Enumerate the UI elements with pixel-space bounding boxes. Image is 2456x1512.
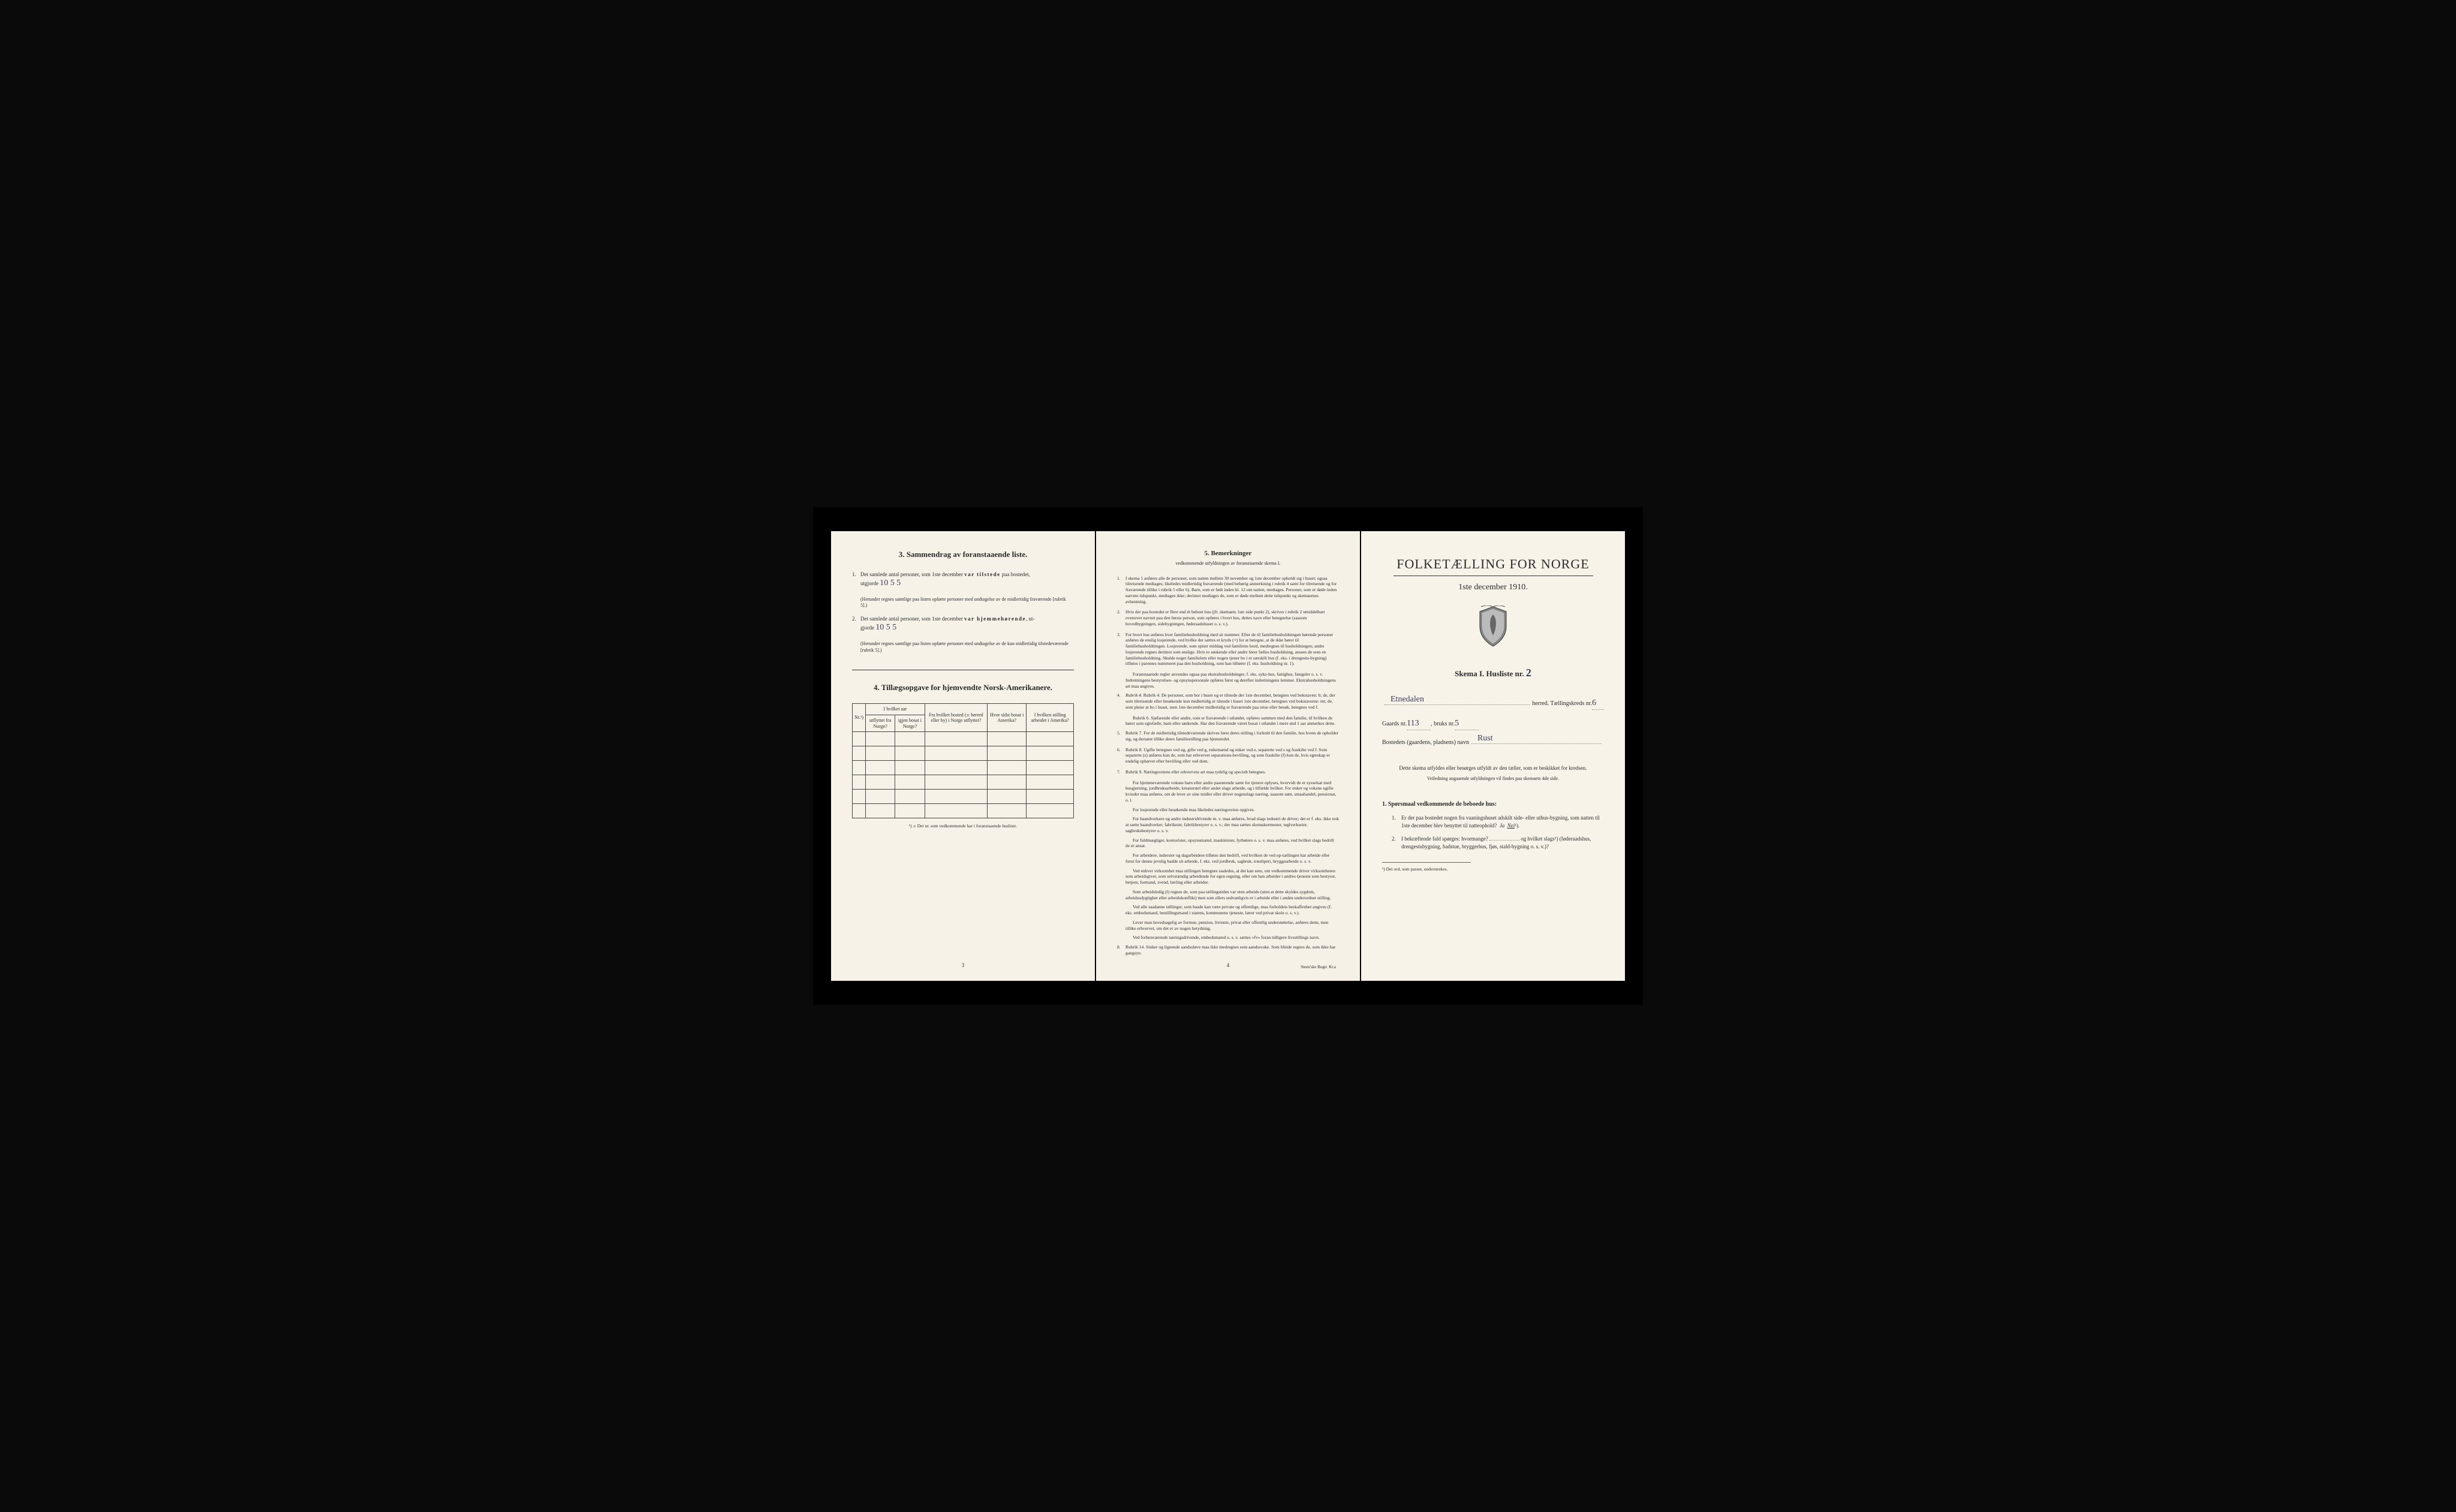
col-from: Fra hvilket bosted (ɔ: herred eller by) … — [925, 704, 987, 732]
hjemmehorende-count: 10 5 5 — [875, 622, 896, 634]
summary-item-1: 1. Det samlede antal personer, som 1ste … — [852, 571, 1074, 589]
bosted-line: Bostedets (gaardens, pladsens) navn Rust — [1382, 739, 1604, 747]
herred-line: Etnedalen herred. Tællingskreds nr. 6 — [1382, 698, 1604, 710]
table-footnote: ¹) ɔ: Det nr. som vedkommende har i fora… — [852, 823, 1074, 829]
printer-mark: Steen'ske Bogtr. Kr.a — [1301, 965, 1336, 970]
remarks-subtitle: vedkommende utfyldningen av foranstaaend… — [1117, 561, 1339, 567]
remark-7-sub: For haandverkere og andre industridriven… — [1125, 816, 1339, 833]
remark-1: 1. I skema 1 anføres alle de personer, s… — [1117, 576, 1339, 605]
remark-7-sub: Som arbeidsledig (l) regnes de, som paa … — [1125, 889, 1339, 901]
remark-7-sub: Ved alle saadanne stillinger, som baade … — [1125, 904, 1339, 916]
herred-name: Etnedalen — [1390, 694, 1424, 706]
page-1-cover: FOLKETÆLLING FOR NORGE 1ste december 191… — [1361, 531, 1625, 981]
census-title: FOLKETÆLLING FOR NORGE — [1382, 555, 1604, 573]
section-4-title: 4. Tillægsopgave for hjemvendte Norsk-Am… — [852, 682, 1074, 693]
questions-title: 1. Spørsmaal vedkommende de beboede hus: — [1382, 800, 1604, 809]
husliste-nr: 2 — [1526, 665, 1531, 680]
page-4: 5. Bemerkninger vedkommende utfyldningen… — [1096, 531, 1360, 981]
table-row — [853, 761, 1074, 775]
kreds-nr: 6 — [1592, 698, 1596, 709]
table-row — [853, 732, 1074, 746]
census-date: 1ste december 1910. — [1382, 582, 1604, 594]
remark-3: 3. For hvert hus anføres hver familiehus… — [1117, 632, 1339, 667]
question-1: 1. Er der paa bostedet nogen fra vaaning… — [1392, 814, 1604, 829]
remark-4-sub: Rubrik 6. Sjøfarende eller andre, som er… — [1125, 715, 1339, 727]
page-number: 4 — [1227, 962, 1230, 969]
table-row — [853, 790, 1074, 804]
remark-4: 4. Rubrik 4. Rubrik 4. De personer, som … — [1117, 692, 1339, 710]
col-where: Hvor sidst bosat i Amerika? — [988, 704, 1027, 732]
page-number: 3 — [962, 962, 965, 969]
table-row — [853, 775, 1074, 790]
footnote: ¹) Det ord, som passer, understrekes. — [1382, 862, 1471, 872]
schema-line: Skema I. Husliste nr. 2 — [1382, 665, 1604, 680]
remark-6: 6. Rubrik 8. Ugifte betegnes ved ug, gif… — [1117, 747, 1339, 764]
summary-item-2: 2. Det samlede antal personer, som 1ste … — [852, 615, 1074, 634]
remark-2: 2. Hvis der paa bostedet er flere end ét… — [1117, 609, 1339, 627]
col-nr: Nr.¹) — [853, 704, 866, 732]
section-3-title: 3. Sammendrag av foranstaaende liste. — [852, 549, 1074, 560]
remark-5: 5. Rubrik 7. For de midlertidig tilstede… — [1117, 730, 1339, 742]
filler-note: Dette skema utfyldes eller besørges utfy… — [1382, 764, 1604, 772]
remark-7-sub: Ved forhenværende næringsdrivende, embed… — [1125, 935, 1339, 941]
remark-7-sub: For losjerende eller besøkende maa likel… — [1125, 807, 1339, 813]
col-year: I hvilket aar — [866, 704, 925, 715]
table-row — [853, 804, 1074, 818]
item2-note: (Herunder regnes samtlige paa listen opf… — [860, 641, 1074, 654]
answer-ja: Ja — [1500, 823, 1505, 829]
col-work: I hvilken stilling arbeidet i Amerika? — [1027, 704, 1074, 732]
guidance-note: Veiledning angaaende utfyldningen vil fi… — [1382, 776, 1604, 782]
gaards-nr: 113 — [1407, 718, 1419, 730]
remark-7-sub: For hjemmeværende voksne barn eller andr… — [1125, 780, 1339, 803]
supplement-table: Nr.¹) I hvilket aar Fra hvilket bosted (… — [852, 703, 1074, 818]
remark-7-sub: For fuldmægtiger, kontorister, opsynsmæn… — [1125, 838, 1339, 850]
remark-3-sub: Foranstaaende regler anvendes ogsaa paa … — [1125, 671, 1339, 689]
remarks-title: 5. Bemerkninger — [1117, 549, 1339, 558]
table-row — [853, 746, 1074, 761]
remark-7: 7. Rubrik 9. Næringsveiens eller erhverv… — [1117, 769, 1339, 775]
col-returned: igjen bosat i Norge? — [895, 715, 925, 731]
bosted-name: Rust — [1477, 733, 1493, 745]
tilstede-count: 10 5 5 — [880, 578, 901, 589]
answer-nei: Nei — [1507, 823, 1515, 829]
item1-note: (Herunder regnes samtlige paa listen opf… — [860, 597, 1074, 610]
remark-7-sub: Lever man hovedsagelig av formue, pensio… — [1125, 920, 1339, 932]
document-container: 3. Sammendrag av foranstaaende liste. 1.… — [813, 507, 1643, 1005]
bruks-nr: 5 — [1455, 718, 1459, 730]
page-3: 3. Sammendrag av foranstaaende liste. 1.… — [831, 531, 1095, 981]
remark-8: 8. Rubrik 14. Sinker og lignende aandssl… — [1117, 944, 1339, 956]
gaards-line: Gaards nr. 113 , bruks nr. 5 — [1382, 718, 1604, 730]
coat-of-arms-icon — [1475, 606, 1511, 647]
remark-7-sub: For arbeidere, inderster og dagarbeidere… — [1125, 853, 1339, 865]
remark-7-sub: Ved enhver virksomhet maa stillingen bet… — [1125, 868, 1339, 885]
question-2: 2. I bekræftende fald spørges: hvormange… — [1392, 835, 1604, 850]
col-emigrated: utflyttet fra Norge? — [866, 715, 895, 731]
